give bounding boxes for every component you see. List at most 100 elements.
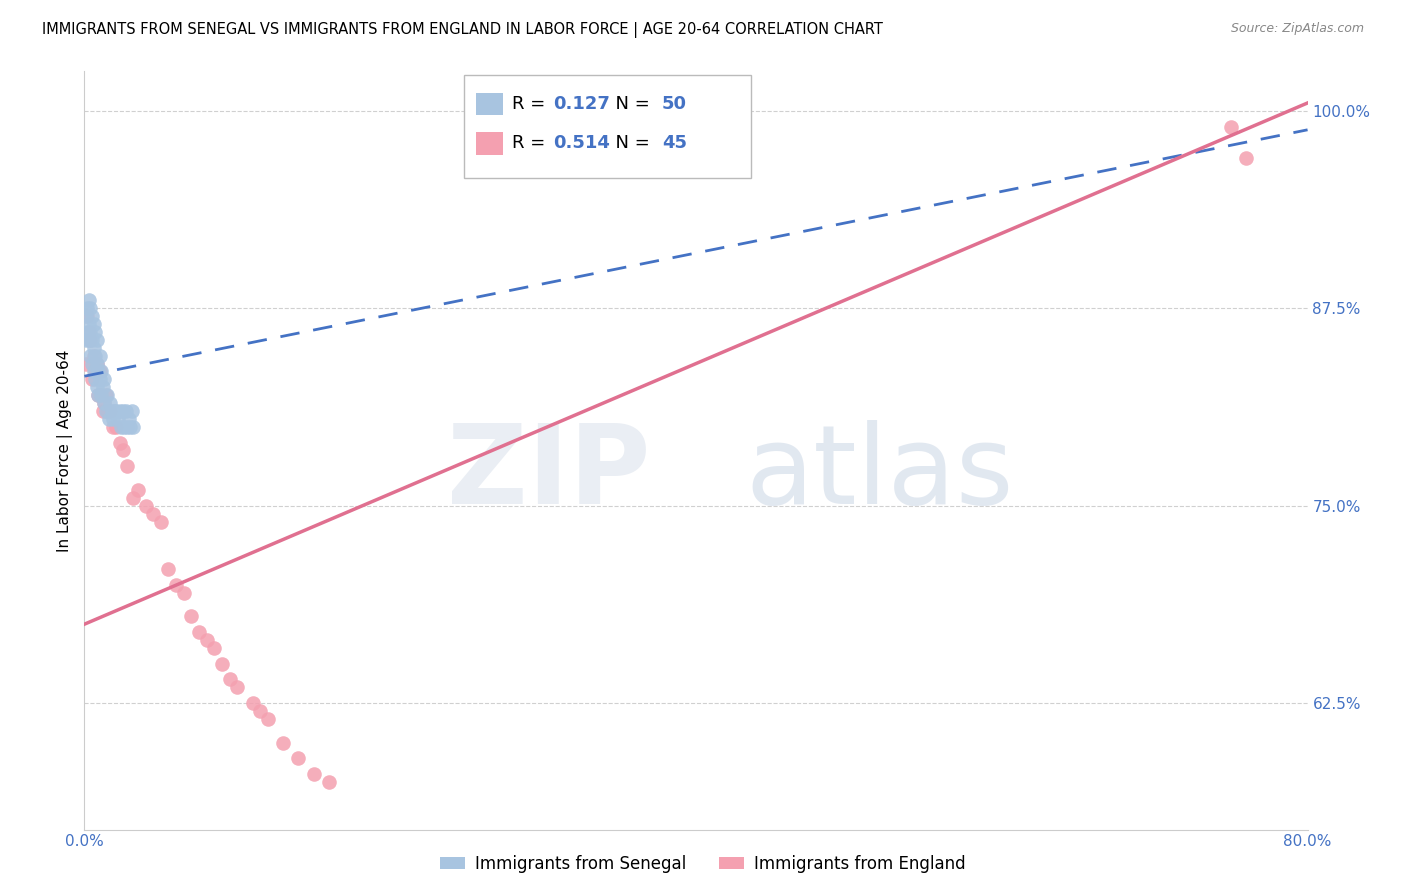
Text: 45: 45 xyxy=(662,135,686,153)
Point xyxy=(115,419,138,434)
Point xyxy=(122,419,145,434)
Point xyxy=(94,388,117,402)
Point xyxy=(105,419,128,434)
Point xyxy=(93,396,115,410)
Point xyxy=(226,681,249,695)
Text: Source: ZipAtlas.com: Source: ZipAtlas.com xyxy=(1230,22,1364,36)
Point xyxy=(84,364,107,378)
Text: N =: N = xyxy=(605,135,655,153)
Point xyxy=(302,767,325,781)
Point xyxy=(249,704,271,718)
Text: atlas: atlas xyxy=(745,420,1014,526)
Point xyxy=(127,483,149,497)
Point xyxy=(287,751,309,765)
Point xyxy=(91,404,114,418)
Point xyxy=(114,404,136,418)
Point xyxy=(257,712,280,726)
Point xyxy=(79,333,101,347)
Text: ZIP: ZIP xyxy=(447,420,651,526)
Point xyxy=(80,333,103,347)
Point xyxy=(118,412,141,426)
Point xyxy=(79,301,101,316)
Point xyxy=(105,404,128,418)
Text: R =: R = xyxy=(513,135,551,153)
Point xyxy=(80,357,103,371)
FancyBboxPatch shape xyxy=(475,93,503,115)
Point xyxy=(98,396,121,410)
Point xyxy=(111,443,134,458)
Text: N =: N = xyxy=(605,95,655,113)
Point xyxy=(76,301,98,316)
Point xyxy=(103,412,125,426)
Point xyxy=(94,404,117,418)
Point xyxy=(180,609,202,624)
Text: IMMIGRANTS FROM SENEGAL VS IMMIGRANTS FROM ENGLAND IN LABOR FORCE | AGE 20-64 CO: IMMIGRANTS FROM SENEGAL VS IMMIGRANTS FR… xyxy=(42,22,883,38)
Point xyxy=(91,380,114,394)
Point xyxy=(173,585,195,599)
Text: 50: 50 xyxy=(662,95,686,113)
Point xyxy=(1236,151,1258,165)
Point xyxy=(318,775,340,789)
FancyBboxPatch shape xyxy=(464,75,751,178)
Text: 0.127: 0.127 xyxy=(553,95,610,113)
Point xyxy=(77,293,100,308)
Point xyxy=(89,349,111,363)
Point xyxy=(242,696,264,710)
Y-axis label: In Labor Force | Age 20-64: In Labor Force | Age 20-64 xyxy=(58,350,73,551)
Point xyxy=(84,349,107,363)
Point xyxy=(89,372,111,386)
Point xyxy=(104,404,127,418)
Point xyxy=(110,419,132,434)
Point xyxy=(103,419,125,434)
Point xyxy=(83,317,105,331)
Point xyxy=(142,507,165,521)
Point xyxy=(115,459,138,474)
Point xyxy=(86,333,108,347)
Point xyxy=(157,562,180,576)
Point xyxy=(75,357,97,371)
Point xyxy=(87,364,110,378)
Point xyxy=(202,640,225,655)
Point xyxy=(120,419,142,434)
Point xyxy=(89,364,111,378)
Point xyxy=(76,309,98,323)
Legend: Immigrants from Senegal, Immigrants from England: Immigrants from Senegal, Immigrants from… xyxy=(433,848,973,880)
Point xyxy=(97,412,120,426)
Point xyxy=(195,632,218,647)
Point xyxy=(83,364,105,378)
Point xyxy=(77,325,100,339)
Point xyxy=(93,396,115,410)
Point xyxy=(86,357,108,371)
Point xyxy=(96,388,118,402)
Point xyxy=(93,372,115,386)
Point xyxy=(75,333,97,347)
Point xyxy=(121,404,143,418)
Point xyxy=(101,404,124,418)
FancyBboxPatch shape xyxy=(475,132,503,155)
Point xyxy=(122,491,145,505)
Point xyxy=(77,317,100,331)
Point xyxy=(271,736,294,750)
Point xyxy=(90,388,112,402)
Point xyxy=(211,657,233,671)
Point xyxy=(83,341,105,355)
Point xyxy=(76,325,98,339)
Point xyxy=(84,325,107,339)
Point xyxy=(87,388,110,402)
Point xyxy=(84,372,107,386)
Point xyxy=(112,419,135,434)
Point xyxy=(108,435,131,450)
Point xyxy=(111,404,134,418)
Point xyxy=(86,357,108,371)
Point xyxy=(90,388,112,402)
Point xyxy=(80,372,103,386)
Point xyxy=(79,349,101,363)
Point xyxy=(149,515,172,529)
Point xyxy=(80,309,103,323)
Text: R =: R = xyxy=(513,95,551,113)
Point xyxy=(96,404,118,418)
Point xyxy=(83,349,105,363)
Point xyxy=(90,364,112,378)
Point xyxy=(107,412,129,426)
Point xyxy=(77,333,100,347)
